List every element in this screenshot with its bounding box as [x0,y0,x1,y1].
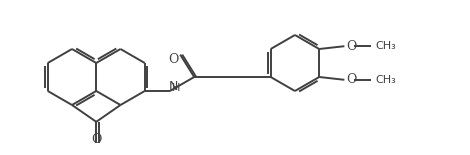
Text: O: O [346,73,357,86]
Text: O: O [91,133,102,146]
Text: CH₃: CH₃ [375,41,396,51]
Text: O: O [346,40,357,53]
Text: H: H [172,83,180,93]
Text: CH₃: CH₃ [375,75,396,85]
Text: O: O [168,53,178,66]
Text: N: N [169,80,178,93]
